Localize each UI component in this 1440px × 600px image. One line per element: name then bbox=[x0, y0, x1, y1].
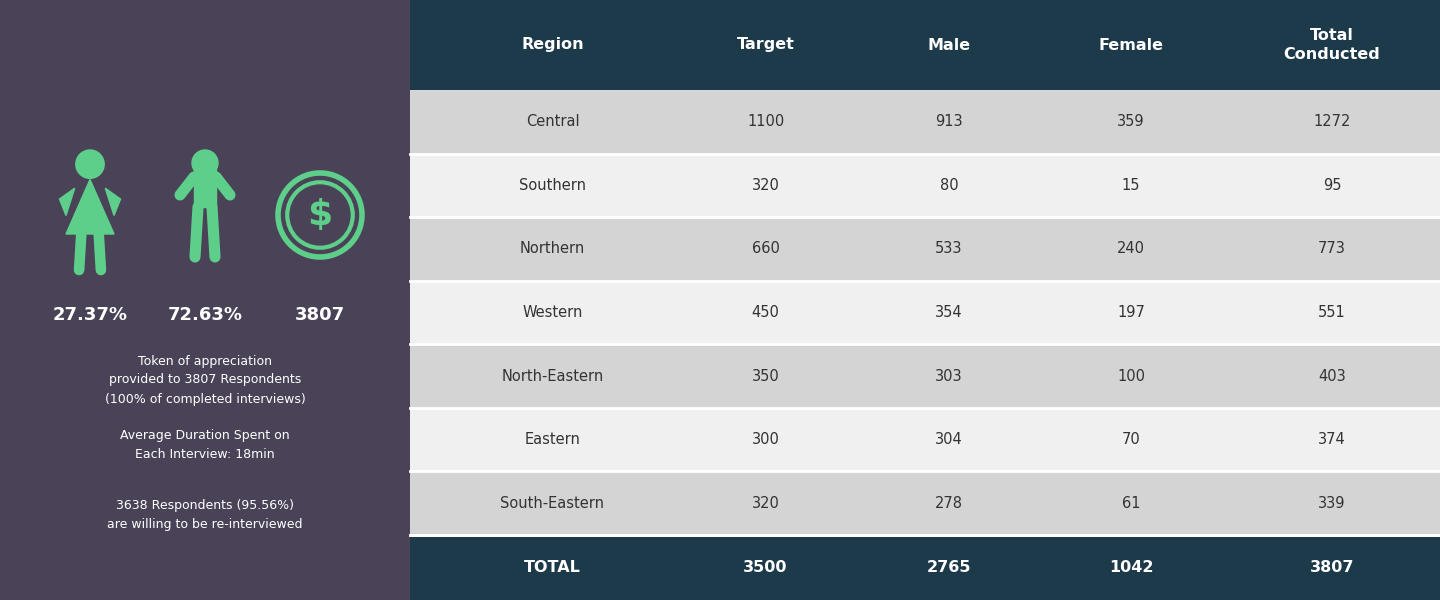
Text: 61: 61 bbox=[1122, 496, 1140, 511]
Text: 300: 300 bbox=[752, 432, 779, 447]
Text: $: $ bbox=[307, 198, 333, 232]
Text: 374: 374 bbox=[1318, 432, 1346, 447]
Text: 278: 278 bbox=[935, 496, 963, 511]
Text: 450: 450 bbox=[752, 305, 779, 320]
Bar bbox=[410, 281, 1440, 344]
Text: Central: Central bbox=[526, 114, 579, 129]
Bar bbox=[410, 535, 1440, 600]
Bar bbox=[194, 169, 216, 207]
Text: 359: 359 bbox=[1117, 114, 1145, 129]
Bar bbox=[410, 154, 1440, 217]
Text: South-Eastern: South-Eastern bbox=[501, 496, 605, 511]
Bar bbox=[0, 0, 410, 600]
Bar bbox=[410, 472, 1440, 535]
Text: 354: 354 bbox=[935, 305, 963, 320]
Text: 27.37%: 27.37% bbox=[52, 306, 128, 324]
Text: 303: 303 bbox=[935, 368, 963, 383]
Text: 197: 197 bbox=[1117, 305, 1145, 320]
Text: 551: 551 bbox=[1318, 305, 1346, 320]
Text: Region: Region bbox=[521, 37, 583, 52]
Text: 95: 95 bbox=[1323, 178, 1341, 193]
Text: Target: Target bbox=[737, 37, 795, 52]
Text: 1042: 1042 bbox=[1109, 560, 1153, 575]
Bar bbox=[410, 0, 1440, 90]
Circle shape bbox=[192, 150, 217, 176]
Text: 2765: 2765 bbox=[926, 560, 971, 575]
Text: 80: 80 bbox=[939, 178, 958, 193]
Text: North-Eastern: North-Eastern bbox=[501, 368, 603, 383]
Bar bbox=[410, 344, 1440, 408]
Text: 339: 339 bbox=[1318, 496, 1345, 511]
Text: 3807: 3807 bbox=[1309, 560, 1354, 575]
Circle shape bbox=[278, 173, 361, 257]
Text: 320: 320 bbox=[752, 178, 779, 193]
Text: 3638 Respondents (95.56%)
are willing to be re-interviewed: 3638 Respondents (95.56%) are willing to… bbox=[108, 499, 302, 531]
Text: Token of appreciation
provided to 3807 Respondents
(100% of completed interviews: Token of appreciation provided to 3807 R… bbox=[105, 355, 305, 406]
Polygon shape bbox=[105, 188, 121, 215]
Text: 3807: 3807 bbox=[295, 306, 346, 324]
Circle shape bbox=[76, 150, 104, 178]
Bar bbox=[410, 408, 1440, 472]
Text: Female: Female bbox=[1099, 37, 1164, 52]
Text: Total
Conducted: Total Conducted bbox=[1283, 28, 1381, 62]
Text: 660: 660 bbox=[752, 241, 779, 256]
Text: 403: 403 bbox=[1318, 368, 1346, 383]
Text: Male: Male bbox=[927, 37, 971, 52]
Text: Southern: Southern bbox=[518, 178, 586, 193]
Text: Northern: Northern bbox=[520, 241, 585, 256]
Text: Eastern: Eastern bbox=[524, 432, 580, 447]
Text: 304: 304 bbox=[935, 432, 963, 447]
Bar bbox=[410, 0, 1440, 600]
Text: 773: 773 bbox=[1318, 241, 1346, 256]
Circle shape bbox=[287, 182, 353, 248]
Text: 72.63%: 72.63% bbox=[167, 306, 242, 324]
Polygon shape bbox=[66, 179, 114, 234]
Text: 913: 913 bbox=[935, 114, 963, 129]
Text: 1272: 1272 bbox=[1313, 114, 1351, 129]
Text: 15: 15 bbox=[1122, 178, 1140, 193]
Text: Western: Western bbox=[523, 305, 583, 320]
Text: 240: 240 bbox=[1117, 241, 1145, 256]
Bar bbox=[410, 90, 1440, 154]
Text: 70: 70 bbox=[1122, 432, 1140, 447]
Bar bbox=[410, 217, 1440, 281]
Text: 533: 533 bbox=[935, 241, 962, 256]
Text: TOTAL: TOTAL bbox=[524, 560, 580, 575]
Text: 100: 100 bbox=[1117, 368, 1145, 383]
Text: 350: 350 bbox=[752, 368, 779, 383]
Polygon shape bbox=[59, 188, 75, 215]
Text: Average Duration Spent on
Each Interview: 18min: Average Duration Spent on Each Interview… bbox=[121, 429, 289, 461]
Text: 3500: 3500 bbox=[743, 560, 788, 575]
Text: 1100: 1100 bbox=[747, 114, 785, 129]
Text: 320: 320 bbox=[752, 496, 779, 511]
